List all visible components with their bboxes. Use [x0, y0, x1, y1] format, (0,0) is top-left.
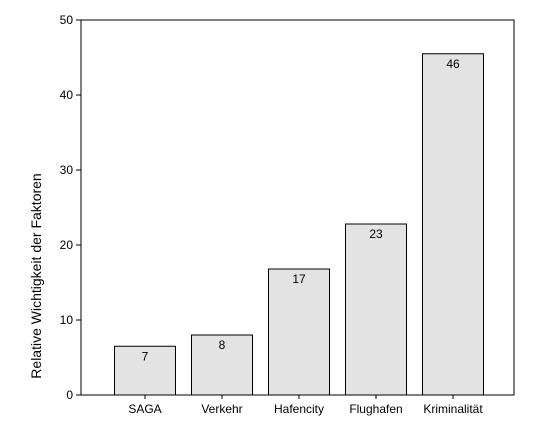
category-label-flughafen: Flughafen: [349, 402, 402, 416]
bar-saga: [114, 345, 176, 396]
bar-verkehr: [191, 334, 253, 396]
data-label-verkehr: 8: [219, 338, 226, 352]
category-label-kriminalit-t: Kriminalität: [423, 402, 483, 416]
data-label-saga: 7: [142, 349, 149, 363]
data-label-kriminalit-t: 46: [446, 57, 460, 71]
y-tick-label-20: 20: [60, 238, 74, 252]
plot-area: 0 10 20 30 40 50 7 SAGA 8 Verkehr 17 Hafencity 23 Flu…: [60, 13, 515, 416]
y-tick-label-10: 10: [60, 313, 74, 327]
y-tick-label-30: 30: [60, 163, 74, 177]
category-label-saga: SAGA: [128, 402, 161, 416]
category-label-verkehr: Verkehr: [201, 402, 242, 416]
bar-kriminalit-t: [422, 53, 484, 396]
y-tick-label-50: 50: [60, 13, 74, 27]
bar-flughafen: [345, 223, 407, 396]
y-tick-label-40: 40: [60, 88, 74, 102]
category-label-hafencity: Hafencity: [274, 402, 324, 416]
data-label-hafencity: 17: [292, 272, 306, 286]
data-label-flughafen: 23: [369, 227, 383, 241]
y-axis-title: Relative Wichtigkeit der Faktoren: [28, 173, 44, 378]
y-tick-label-0: 0: [66, 388, 73, 402]
bar-hafencity: [268, 268, 330, 396]
